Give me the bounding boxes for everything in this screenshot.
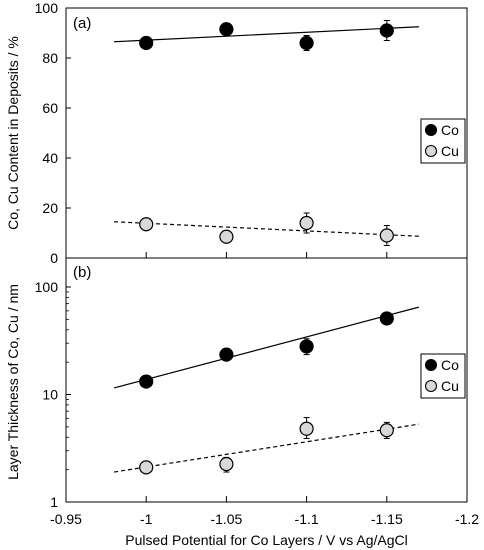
data-point-cu-a xyxy=(379,228,394,243)
y-tick-label-b: 1 xyxy=(50,494,58,510)
y-tick-label-a: 60 xyxy=(42,100,58,116)
legend-marker-co-a xyxy=(424,123,438,137)
y-tick-label-a: 80 xyxy=(42,50,58,66)
x-axis: -0.95 -1 -1.05 -1.1 -1.15 -1.2 xyxy=(50,252,479,527)
y-tick-label-a: 40 xyxy=(42,150,58,166)
y-tick-label-a: 20 xyxy=(42,200,58,216)
panel-label-a: (a) xyxy=(73,15,91,32)
data-point-co-a xyxy=(379,23,394,38)
x-tick-label: -1.05 xyxy=(210,511,242,527)
plot-frame-a xyxy=(65,7,468,259)
trendline-co-b xyxy=(113,306,420,389)
legend-marker-cu-b xyxy=(424,379,438,393)
data-point-cu-a xyxy=(219,229,234,244)
data-point-co-a xyxy=(139,35,154,51)
plot-frame-b xyxy=(65,257,468,503)
x-tick-label: -1 xyxy=(140,511,153,527)
data-point-cu-b xyxy=(379,423,394,438)
x-tick-label: -1.2 xyxy=(455,511,479,527)
data-point-cu-b xyxy=(139,460,154,475)
trendline-co-a xyxy=(114,26,419,43)
trendline-cu-b xyxy=(114,423,419,473)
y-tick-label-b: 10 xyxy=(42,387,58,403)
data-point-co-a xyxy=(219,22,234,37)
trendline-cu-a xyxy=(114,221,419,237)
x-tick-label: -1.1 xyxy=(295,511,319,527)
legend-marker-co-b xyxy=(424,358,438,372)
y-tick-label-a: 100 xyxy=(35,0,59,16)
legend-label-co-a: Co xyxy=(441,122,459,138)
legend-label-co-b: Co xyxy=(441,357,459,373)
legend-marker-cu-a xyxy=(424,144,438,158)
x-tick-label: -0.95 xyxy=(50,511,82,527)
data-point-co-b xyxy=(139,374,154,389)
panel-a: 0 20 40 60 80 100 Co Cu xyxy=(35,0,468,266)
panel-label-b: (b) xyxy=(73,264,91,281)
data-point-co-b xyxy=(219,347,234,362)
data-point-co-b xyxy=(379,311,394,326)
x-axis-label: Pulsed Potential for Co Layers / V vs Ag… xyxy=(125,532,407,548)
data-point-co-b xyxy=(299,339,314,354)
y-axis-label-b: Layer Thickness of Co, Cu / nm xyxy=(5,284,21,480)
y-tick-label-a: 0 xyxy=(50,250,58,266)
data-point-cu-b xyxy=(299,421,314,436)
legend-label-cu-b: Cu xyxy=(441,378,459,394)
panel-b: 1 10 100 Co Cu xyxy=(35,257,468,510)
data-point-cu-a xyxy=(139,217,154,232)
data-point-co-a xyxy=(299,35,314,51)
legend-label-cu-a: Cu xyxy=(441,143,459,159)
data-point-cu-b xyxy=(219,457,234,472)
x-tick-label: -1.15 xyxy=(371,511,403,527)
y-axis-label-a: Co, Cu Content in Deposits / % xyxy=(5,36,21,230)
data-point-cu-a xyxy=(299,215,314,231)
y-tick-label-b: 100 xyxy=(35,279,59,295)
